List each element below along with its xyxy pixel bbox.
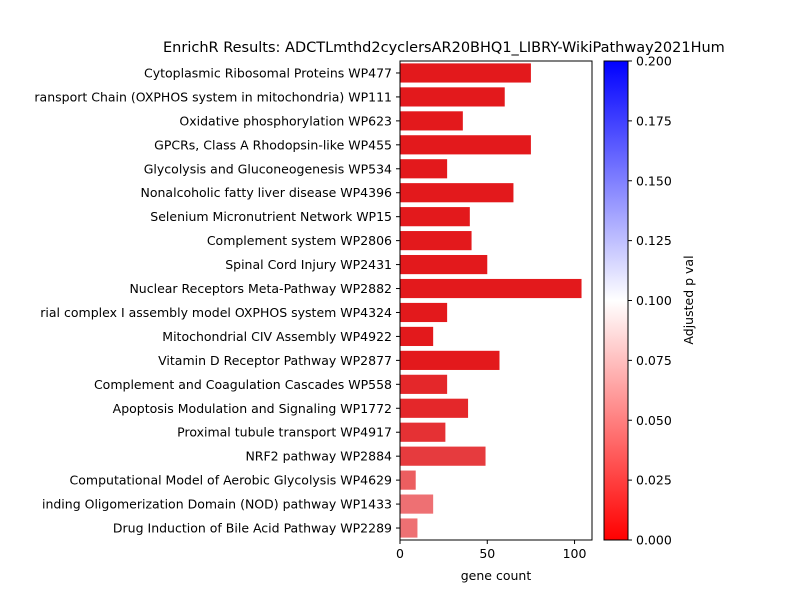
y-tick-label: Complement and Coagulation Cascades WP55… (94, 377, 392, 392)
x-tick-label: 0 (396, 546, 404, 561)
colorbar-ticks: 0.000 0.025 0.050 0.075 0.100 0.125 0.150 0.175… (628, 54, 672, 548)
bar (400, 518, 418, 538)
y-tick-label: Mitochondrial CIV Assembly WP4922 (162, 329, 392, 344)
bar (400, 302, 448, 323)
y-tick-label: Computational Model of Aerobic Glycolysi… (70, 473, 393, 488)
y-tick-label: Glycolysis and Gluconeogenesis WP534 (144, 161, 392, 176)
bar (400, 374, 448, 394)
y-tick-label: Nonalcoholic fatty liver disease WP4396 (141, 185, 393, 200)
y-tick-label: Cytoplasmic Ribosomal Proteins WP477 (144, 65, 392, 80)
colorbar-tick-label: 0.150 (636, 173, 672, 188)
bar (400, 350, 500, 370)
y-tick-label: NRF2 pathway WP2884 (245, 449, 392, 464)
bar (400, 470, 416, 490)
plot-frame (399, 60, 593, 541)
colorbar-tick-label: 0.175 (636, 113, 672, 128)
y-tick-label: Oxidative phosphorylation WP623 (179, 113, 392, 128)
colorbar-label: Adjusted p val (681, 255, 696, 344)
y-tick-label: Selenium Micronutrient Network WP15 (150, 209, 392, 224)
bar (400, 494, 434, 514)
y-tick-label: inding Oligomerization Domain (NOD) path… (42, 497, 392, 512)
bar (400, 254, 488, 275)
bar (400, 231, 472, 251)
bar (400, 183, 514, 203)
colorbar: 0.000 0.025 0.050 0.075 0.100 0.125 0.150 0.175… (603, 54, 696, 548)
y-tick-label: Drug Induction of Bile Acid Pathway WP22… (113, 521, 392, 536)
colorbar-gradient (603, 60, 629, 541)
bar (400, 207, 470, 227)
bar (400, 326, 434, 347)
bar (400, 278, 582, 299)
colorbar-tick-label: 0.075 (636, 353, 672, 368)
y-tick-label: Apoptosis Modulation and Signaling WP177… (113, 401, 392, 416)
colorbar-tick-label: 0.000 (636, 533, 672, 548)
bar (400, 446, 486, 466)
colorbar-tick-label: 0.100 (636, 293, 672, 308)
x-tick-label: 100 (563, 546, 587, 561)
y-tick-labels: Cytoplasmic Ribosomal Proteins WP477 rans… (34, 65, 400, 536)
colorbar-tick-label: 0.200 (636, 54, 672, 69)
y-tick-label: rial complex I assembly model OXPHOS sys… (40, 305, 392, 320)
bar (400, 159, 448, 179)
colorbar-tick-label: 0.125 (636, 233, 672, 248)
x-tick-label: 50 (479, 546, 495, 561)
y-tick-label: Complement system WP2806 (207, 233, 392, 248)
y-tick-label: Vitamin D Receptor Pathway WP2877 (158, 353, 392, 368)
colorbar-tick-label: 0.050 (636, 413, 672, 428)
y-tick-label: Proximal tubule transport WP4917 (177, 425, 392, 440)
y-tick-label: Spinal Cord Injury WP2431 (225, 257, 392, 272)
bars-group (400, 63, 582, 538)
x-axis-label: gene count (461, 568, 532, 583)
bar (400, 87, 505, 107)
x-axis: 0 50 100 (396, 540, 587, 561)
bar (400, 398, 469, 418)
y-tick-label: GPCRs, Class A Rhodopsin-like WP455 (154, 137, 392, 152)
y-tick-label: Nuclear Receptors Meta-Pathway WP2882 (129, 281, 392, 296)
colorbar-tick-label: 0.025 (636, 473, 672, 488)
bar (400, 422, 446, 442)
bar (400, 111, 463, 131)
bar (400, 63, 531, 83)
y-tick-label: ransport Chain (OXPHOS system in mitocho… (34, 89, 392, 104)
chart-title: EnrichR Results: ADCTLmthd2cyclersAR20BH… (163, 40, 725, 56)
bar (400, 135, 531, 155)
